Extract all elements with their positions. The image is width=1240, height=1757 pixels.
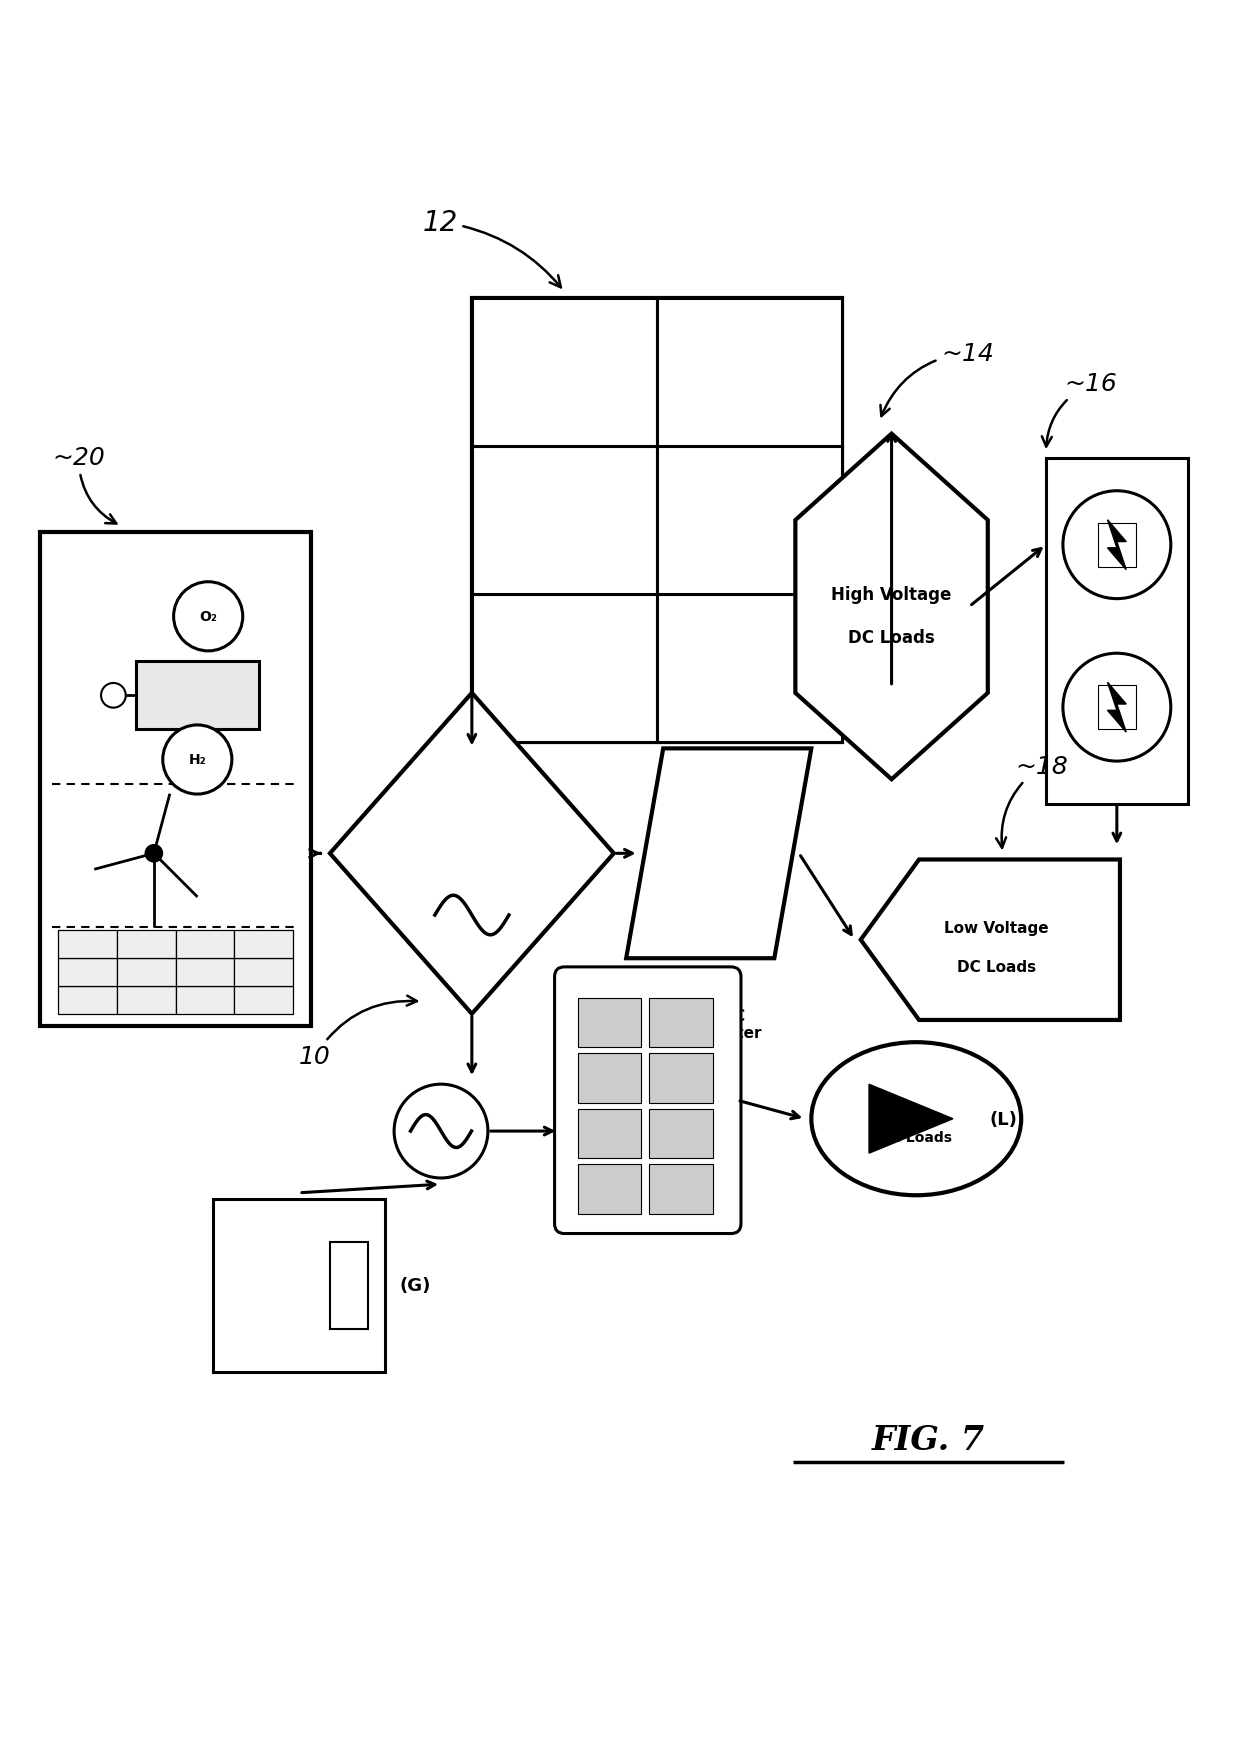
Polygon shape (1107, 683, 1126, 733)
Bar (40, 532, 311, 1026)
Circle shape (145, 845, 162, 863)
Text: ~20: ~20 (52, 446, 117, 524)
Bar (472, 299, 657, 446)
Text: DC Loads: DC Loads (848, 629, 935, 647)
Ellipse shape (811, 1042, 1022, 1195)
Bar (578, 1109, 641, 1158)
Text: ~16: ~16 (1042, 372, 1117, 448)
Bar (234, 929, 293, 958)
Circle shape (1063, 492, 1171, 599)
Bar (472, 594, 657, 743)
Bar (135, 662, 259, 729)
Bar (578, 998, 641, 1047)
Text: Low Voltage: Low Voltage (944, 921, 1049, 935)
Bar (1045, 459, 1188, 805)
Circle shape (740, 659, 759, 678)
Text: (L): (L) (990, 1110, 1018, 1128)
Bar (650, 1054, 713, 1103)
Bar (657, 446, 842, 594)
Bar (578, 1054, 641, 1103)
Circle shape (174, 582, 243, 652)
Bar (176, 986, 234, 1014)
Bar (650, 1109, 713, 1158)
Bar (58, 929, 117, 958)
Text: 10: 10 (299, 996, 417, 1068)
Text: ~14: ~14 (880, 341, 993, 416)
Circle shape (554, 511, 574, 531)
Bar (1099, 524, 1136, 568)
Circle shape (162, 726, 232, 794)
Bar (657, 299, 842, 446)
Bar (212, 1200, 386, 1372)
Bar (234, 986, 293, 1014)
Polygon shape (869, 1084, 954, 1154)
Text: 12: 12 (423, 209, 560, 288)
Text: DC Loads: DC Loads (957, 959, 1037, 975)
Circle shape (394, 1084, 487, 1179)
Bar (117, 986, 176, 1014)
Bar (58, 986, 117, 1014)
Circle shape (1063, 654, 1171, 763)
Text: AC Loads: AC Loads (880, 1130, 952, 1144)
Text: (G): (G) (399, 1277, 430, 1295)
Bar (578, 1165, 641, 1214)
Polygon shape (795, 434, 988, 780)
Polygon shape (1107, 520, 1126, 571)
Circle shape (740, 511, 759, 531)
Bar (650, 998, 713, 1047)
Bar (472, 446, 657, 594)
Bar (176, 958, 234, 986)
Bar (117, 929, 176, 958)
Bar (1099, 685, 1136, 729)
Text: ~18: ~18 (996, 756, 1068, 849)
Bar (472, 299, 842, 743)
Bar (330, 1242, 368, 1328)
Polygon shape (626, 748, 811, 959)
FancyBboxPatch shape (554, 968, 742, 1233)
Polygon shape (861, 859, 1120, 1021)
Circle shape (100, 683, 125, 708)
Text: FIG. 7: FIG. 7 (872, 1423, 985, 1457)
Bar (650, 1165, 713, 1214)
Bar (234, 958, 293, 986)
Circle shape (740, 364, 759, 383)
Circle shape (554, 364, 574, 383)
Text: DC/DC
Converter: DC/DC Converter (676, 1009, 761, 1040)
Circle shape (554, 659, 574, 678)
Text: H₂: H₂ (188, 754, 206, 768)
Polygon shape (330, 694, 614, 1014)
Text: High Voltage: High Voltage (831, 585, 952, 604)
Text: O₂: O₂ (200, 610, 217, 624)
Bar (176, 929, 234, 958)
Bar (117, 958, 176, 986)
Bar (58, 958, 117, 986)
Bar (657, 594, 842, 743)
